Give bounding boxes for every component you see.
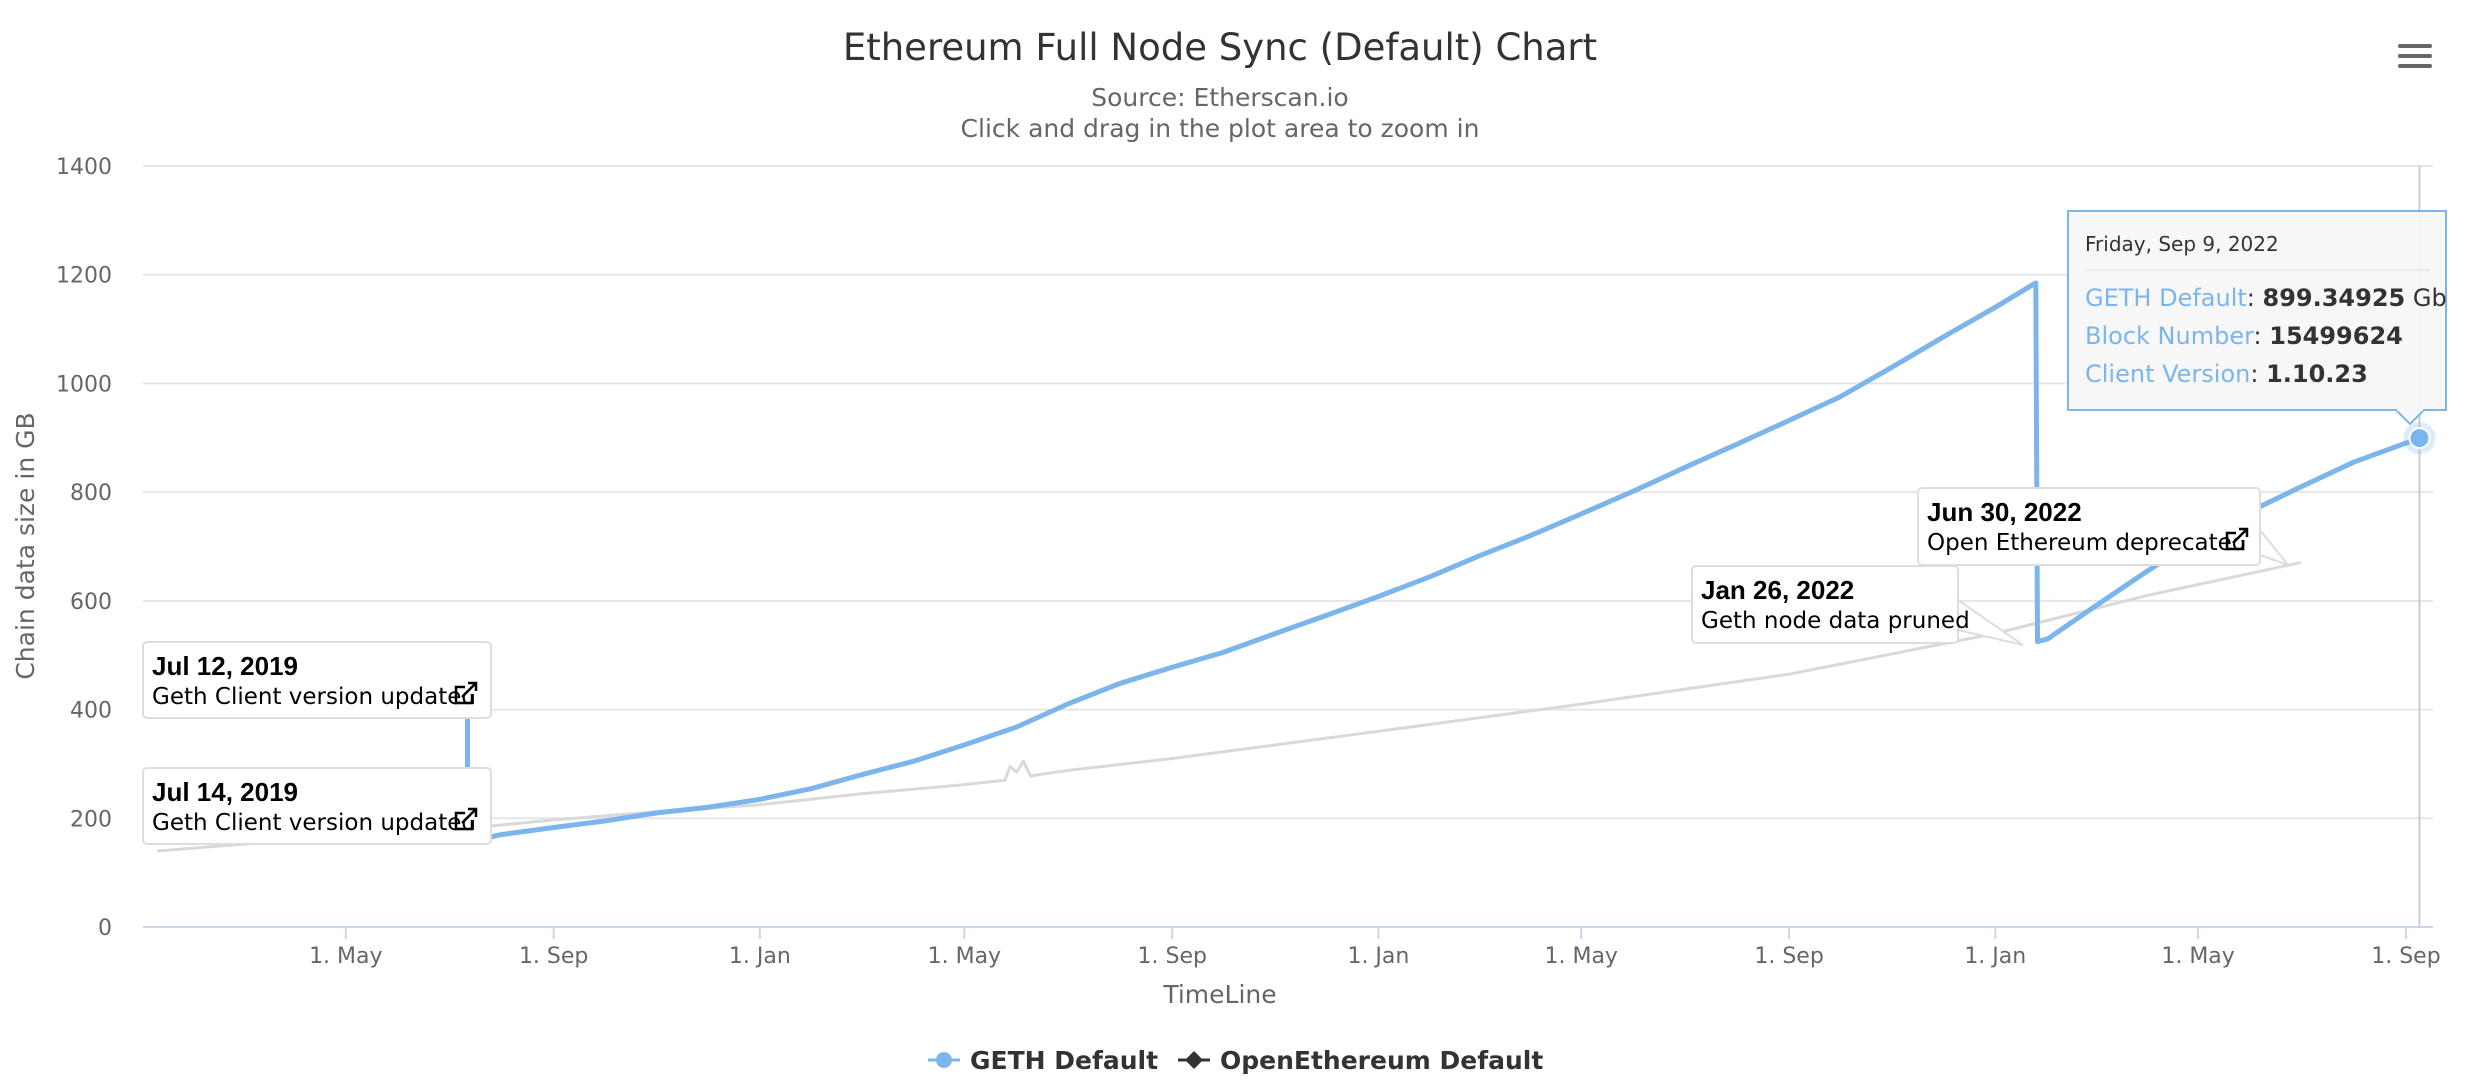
x-tick-label: 1. Sep <box>2371 944 2440 969</box>
external-link-icon[interactable] <box>2225 527 2249 551</box>
diamond-marker-icon <box>1185 1051 1203 1069</box>
legend-item-openethereum[interactable]: OpenEthereum Default <box>1178 1046 1543 1075</box>
x-tick-label: 1. Sep <box>1138 944 1207 969</box>
legend-label: GETH Default <box>970 1046 1158 1075</box>
tooltip-row-block: Block Number: 15499624 <box>2085 322 2403 350</box>
annotation-text: Open Ethereum deprecated <box>1927 530 2246 556</box>
x-tick-label: 1. May <box>928 944 1001 969</box>
annotation-date: Jul 12, 2019 <box>152 651 298 681</box>
tooltip-label: GETH Default <box>2085 284 2247 312</box>
y-tick-label: 1000 <box>56 372 112 397</box>
annotation-text: Geth Client version updated <box>152 810 476 836</box>
annotation-text: Geth node data pruned <box>1701 608 1970 634</box>
x-tick-label: 1. Jan <box>729 944 791 969</box>
external-link-icon[interactable] <box>454 807 478 831</box>
legend-item-geth[interactable]: GETH Default <box>928 1046 1158 1075</box>
chart-title: Ethereum Full Node Sync (Default) Chart <box>843 26 1597 69</box>
hamburger-menu-icon[interactable] <box>2388 20 2444 70</box>
external-link-icon[interactable] <box>454 681 478 705</box>
tooltip-row-version: Client Version: 1.10.23 <box>2085 360 2368 388</box>
x-tick-label: 1. Jan <box>1347 944 1409 969</box>
legend: GETH Default OpenEthereum Default <box>928 1046 1543 1075</box>
series-line-geth[interactable] <box>461 280 2422 845</box>
tooltip-label: Client Version <box>2085 360 2250 388</box>
y-axis-title: Chain data size in GB <box>11 412 40 679</box>
tooltip: Friday, Sep 9, 2022 GETH Default: 899.34… <box>2067 210 2447 426</box>
grid <box>143 165 2433 820</box>
annotation-date: Jun 30, 2022 <box>1927 497 2082 527</box>
series-line-openethereum[interactable] <box>156 561 2301 853</box>
annotation-jun-30-2022[interactable]: Jun 30, 2022 Open Ethereum deprecated <box>1917 487 2291 568</box>
tooltip-unit: Gb <box>2405 284 2446 312</box>
y-tick-label: 200 <box>70 807 112 832</box>
tooltip-header: Friday, Sep 9, 2022 <box>2085 232 2279 256</box>
y-tick-label: 400 <box>70 699 112 724</box>
annotation-date: Jul 14, 2019 <box>152 777 298 807</box>
legend-label: OpenEthereum Default <box>1220 1046 1543 1075</box>
tooltip-row-geth: GETH Default: 899.34925 Gb <box>2085 284 2447 312</box>
y-tick-label: 1400 <box>56 155 112 180</box>
y-tick-label: 0 <box>98 916 112 941</box>
x-tick-label: 1. May <box>2161 944 2234 969</box>
annotations: Jul 12, 2019 Geth Client version updated… <box>142 487 2291 845</box>
y-axis: 0 200 400 600 800 1000 1200 1400 <box>56 155 112 941</box>
circle-marker-icon <box>936 1052 952 1068</box>
hover-point-marker <box>2403 422 2436 455</box>
annotation-date: Jan 26, 2022 <box>1701 575 1854 605</box>
y-tick-label: 1200 <box>56 264 112 289</box>
chart-subtitle: Source: Etherscan.io <box>1091 83 1348 112</box>
annotation-text: Geth Client version updated <box>152 684 476 710</box>
x-axis: 1. May 1. Sep 1. Jan 1. May 1. Sep 1. Jan 1. M… <box>309 927 2441 969</box>
y-tick-label: 800 <box>70 481 112 506</box>
annotation-jan-26-2022[interactable]: Jan 26, 2022 Geth node data pruned <box>1691 565 2024 646</box>
tooltip-value: 15499624 <box>2269 322 2403 350</box>
x-axis-title: TimeLine <box>1162 980 1276 1009</box>
annotation-jul-12-2019[interactable]: Jul 12, 2019 Geth Client version updated <box>142 641 492 719</box>
x-tick-label: 1. Sep <box>1754 944 1823 969</box>
y-tick-label: 600 <box>70 590 112 615</box>
annotation-jul-14-2019[interactable]: Jul 14, 2019 Geth Client version updated <box>142 767 492 845</box>
tooltip-value: 899.34925 <box>2263 284 2406 312</box>
x-tick-label: 1. Jan <box>1964 944 2026 969</box>
x-tick-label: 1. May <box>309 944 382 969</box>
x-tick-label: 1. Sep <box>519 944 588 969</box>
tooltip-label: Block Number <box>2085 322 2254 350</box>
x-tick-label: 1. May <box>1544 944 1617 969</box>
series-layer <box>156 280 2422 853</box>
tooltip-value: 1.10.23 <box>2266 360 2368 388</box>
chart-subtitle-hint: Click and drag in the plot area to zoom … <box>961 114 1480 143</box>
